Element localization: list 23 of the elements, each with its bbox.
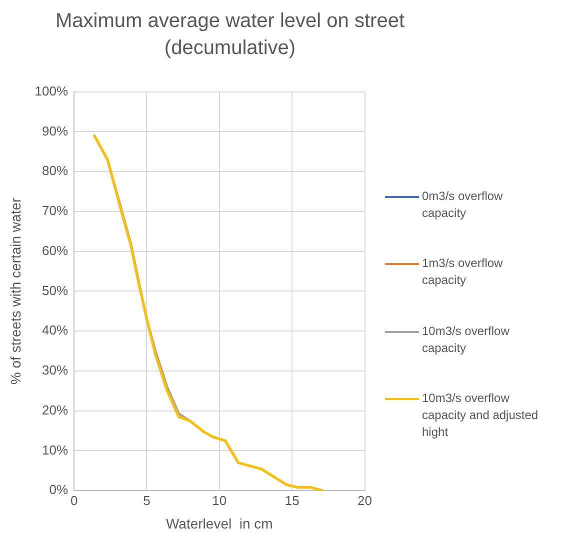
y-tick-label: 70% — [42, 203, 68, 218]
x-tick-label: 0 — [70, 492, 78, 508]
y-tick-label: 80% — [42, 163, 68, 178]
x-tick-label: 5 — [143, 492, 150, 508]
x-tick-label: 20 — [358, 492, 372, 508]
x-tick-label: 15 — [284, 492, 300, 508]
x-tick-label: 10 — [212, 492, 227, 508]
y-tick-label: 0% — [49, 482, 68, 498]
legend-label: 1m3/s overflow capacity — [422, 255, 504, 289]
y-tick-label: 10% — [42, 442, 68, 458]
chart-title: Maximum average water level on street (decumulative) — [54, 9, 406, 61]
y-tick-label: 20% — [42, 402, 68, 418]
x-axis-title: Waterlevel in cm — [166, 515, 273, 532]
y-tick-label: 90% — [42, 123, 68, 138]
y-tick-label: 40% — [42, 322, 68, 338]
y-axis-title: % of streets with certain water — [7, 198, 24, 385]
legend-label: 0m3/s overflow capacity — [422, 188, 504, 222]
y-tick-label: 30% — [42, 362, 68, 378]
y-tick-label: 100% — [34, 83, 68, 98]
legend-label: 10m3/s overflow capacity — [422, 323, 510, 357]
legend-label: 10m3/s overflow capacity and adjusted hight — [422, 390, 540, 441]
y-tick-label: 60% — [42, 242, 68, 258]
y-tick-label: 50% — [42, 282, 68, 298]
